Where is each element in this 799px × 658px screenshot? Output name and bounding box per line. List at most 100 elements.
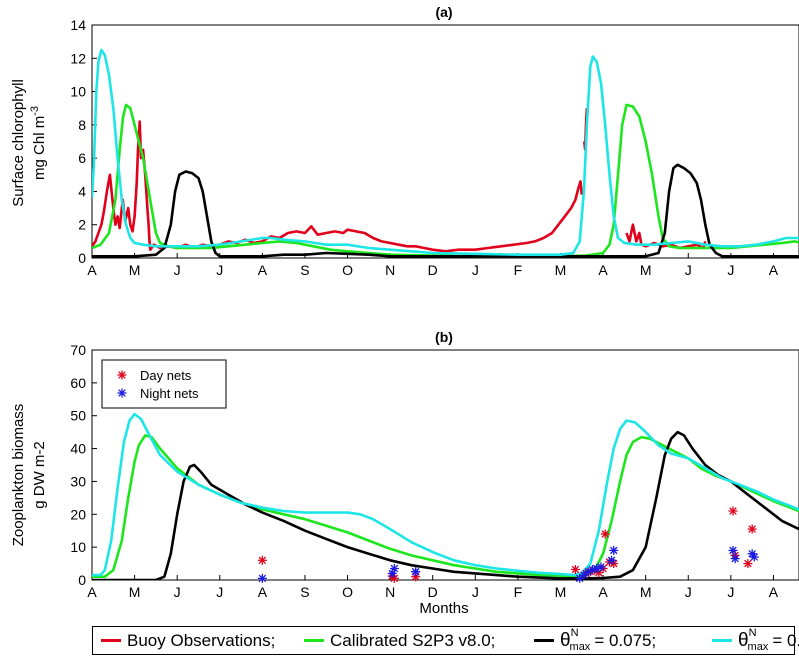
panel-b-x-tick-label: A (258, 584, 268, 600)
panel-b-marker-night (607, 555, 617, 565)
panel-b-marker-night (257, 573, 267, 583)
panel-b-marker-night (730, 554, 740, 564)
marker-stroke (750, 553, 759, 561)
panel-a-x-tick-label: F (514, 262, 523, 278)
panel-a-line-t225 (92, 48, 799, 256)
panel-b-marker-night (389, 564, 399, 573)
marker-stroke (571, 565, 580, 574)
panel-b-title: (b) (435, 329, 453, 345)
legend-theta-225-sup: N (748, 626, 757, 639)
panel-b-marker-day (728, 506, 738, 516)
panel-b-x-tick-label: D (428, 584, 438, 600)
panel-b-line-t225 (92, 412, 799, 577)
panel-a-x-tick-label: M (129, 262, 141, 278)
panel-b-line-s2p3 (92, 434, 799, 578)
panel-b-x-tick-label: J (472, 584, 479, 600)
panel-b-marker-night (749, 552, 759, 562)
panel-a-plot-area: 0 2 4 6 8 10 12 14 A M J J A S O N D J F M A M J J A (70, 17, 799, 278)
panel-a-x-tick-label: J (472, 262, 479, 278)
panel-b-marker-day (743, 559, 753, 569)
panel-a-x-tick-label: M (640, 262, 652, 278)
marker-stroke (580, 571, 588, 579)
panel-a-series-group (92, 48, 799, 258)
legend-theta-075-sub: max (569, 640, 591, 653)
marker-stroke (258, 574, 267, 583)
inner-legend-marker-night (117, 388, 127, 398)
legend-swatch-s2p3 (304, 639, 324, 642)
panel-b-ylabel-line1: Zooplankton biomass (10, 404, 27, 547)
panel-b-x-tick-label: M (555, 584, 567, 600)
panel-a-line-t075 (92, 163, 799, 258)
panel-b-y-tick-label: 40 (70, 441, 86, 457)
marker-stroke (575, 574, 584, 583)
panel-b-y-tick-label: 50 (70, 408, 86, 424)
panel-b-x-tick-label: M (129, 584, 141, 600)
panel-b-zooplankton: (b) Zooplankton biomass g DW m-2 0 10 20 30… (10, 329, 799, 617)
legend-theta-075: θ (560, 629, 571, 651)
legend-theta-225-sub: max (747, 640, 769, 653)
panel-b-line-t075 (92, 430, 799, 580)
legend-item-theta-075: θ N max = 0.075; (534, 627, 656, 654)
legend-swatch-theta-225 (712, 639, 732, 642)
panel-a-y-tick-label: 0 (78, 250, 86, 266)
panel-a-x-tick-label: D (428, 262, 438, 278)
panel-a-x-tick-label: A (769, 262, 779, 278)
marker-stroke (118, 389, 126, 397)
panel-b-x-tick-label: J (727, 584, 734, 600)
panel-b-marker-day (747, 524, 757, 534)
legend-theta-225: θ (738, 629, 749, 651)
panel-b-x-tick-label: J (685, 584, 692, 600)
marker-stroke (729, 546, 737, 555)
panel-b-y-tick-label: 30 (70, 473, 86, 489)
panel-a-y-tick-label: 6 (78, 150, 86, 166)
panel-b-marker-night (579, 570, 589, 580)
panel-b-x-tick-label: A (598, 584, 608, 600)
legend-item-s2p3: Calibrated S2P3 v8.0; (304, 627, 495, 654)
panel-b-y-tick-label: 20 (70, 506, 86, 522)
inner-legend-marker-day (117, 370, 127, 380)
panel-a-chlorophyll: (a) Surface chlorophyll mg Chl m-3 0 2 4 6 8… (10, 4, 799, 278)
legend-label-buoy: Buoy Observations; (127, 630, 276, 650)
marker-stroke (601, 530, 609, 538)
panel-b-x-tick-label: J (174, 584, 181, 600)
panel-b-x-tick-label: A (769, 584, 779, 600)
panel-a-x-tick-label: N (385, 262, 395, 278)
panel-a-line-buoy (625, 223, 707, 250)
panel-b-marker-night (728, 545, 738, 555)
panel-a-x-tick-label: J (685, 262, 692, 278)
panel-a-x-tick-label: A (258, 262, 268, 278)
panel-a-frame (91, 24, 799, 259)
panel-a-ylabel-line2: mg Chl m-3 (29, 106, 48, 180)
x-axis-label: Months (419, 600, 468, 617)
figure-legend: Buoy Observations; Calibrated S2P3 v8.0;… (92, 626, 799, 655)
panel-b-x-tick-label: A (87, 584, 97, 600)
marker-stroke (390, 574, 399, 583)
marker-stroke (731, 554, 739, 563)
panel-b-ylabel-line2: g DW m-2 (31, 441, 48, 509)
panel-b-x-tick-label: F (514, 584, 523, 600)
panel-a-x-tick-label: J (216, 262, 223, 278)
panel-b-marker-day (570, 564, 580, 574)
legend-theta-075-value: = 0.075; (594, 630, 657, 650)
legend-item-theta-225: θ N max = 0.225 (712, 627, 799, 654)
panel-b-x-tick-label: S (300, 584, 309, 600)
marker-stroke (744, 559, 752, 568)
panel-b-frame (91, 349, 799, 581)
panel-a-y-tick-label: 2 (78, 217, 86, 233)
panel-a-x-tick-label: O (342, 262, 353, 278)
panel-b-y-tick-label: 60 (70, 375, 86, 391)
marker-stroke (597, 563, 605, 571)
panel-b-marker-day (257, 555, 267, 565)
panel-a-ylabel-sup: -3 (29, 106, 41, 116)
marker-stroke (118, 371, 126, 379)
panel-b-y-tick-label: 10 (70, 539, 86, 555)
legend-label-s2p3: Calibrated S2P3 v8.0; (330, 630, 496, 650)
marker-stroke (258, 556, 267, 565)
panel-a-x-tick-label: M (555, 262, 567, 278)
panel-a-y-axis-label: Surface chlorophyll mg Chl m-3 (10, 79, 48, 207)
panel-a-x-tick-label: S (300, 262, 309, 278)
marker-stroke (607, 556, 616, 565)
panel-a-ylabel-line1: Surface chlorophyll (10, 79, 27, 207)
legend-theta-225-value: = 0.225 (772, 630, 799, 650)
